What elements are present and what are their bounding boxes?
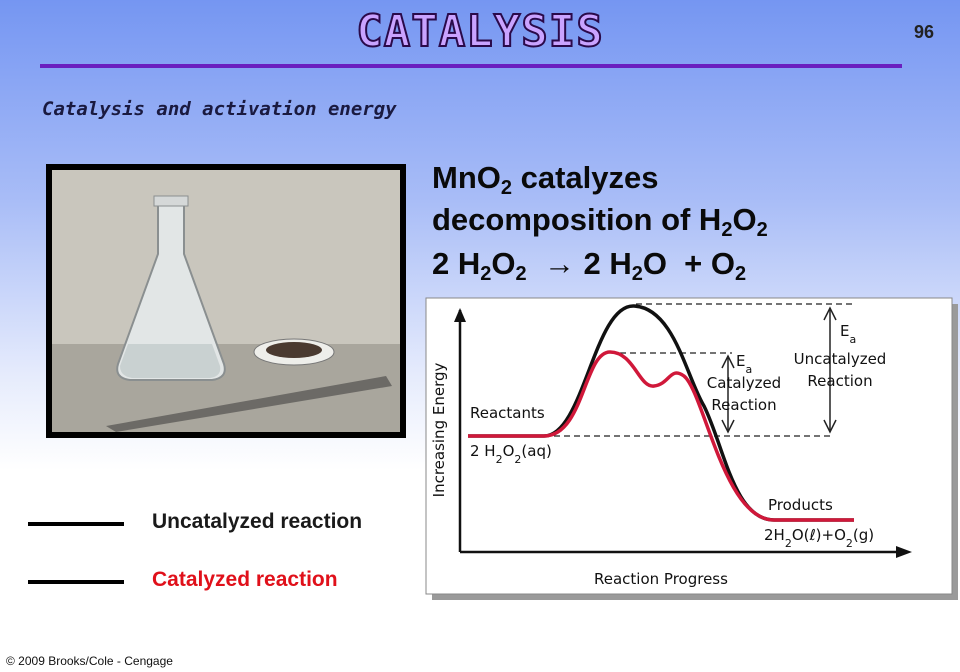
text-run: decomposition of H [432,202,722,237]
subscript: 2 [721,219,733,241]
products-label: Products [768,496,833,514]
text-run: O(ℓ)+O [792,526,846,544]
ea-catalyzed: Ea [736,352,752,376]
text-run: → 2 H [526,246,632,281]
subscript: a [849,333,856,346]
subscript: 2 [480,263,492,285]
text-run: 2 H [432,246,481,281]
y-axis-label: Increasing Energy [430,363,448,498]
text-run: 2 H [470,442,496,460]
uncatalyzed-label: Reaction [807,372,872,390]
text-run: catalyzes [512,160,659,195]
subscript: 2 [846,537,853,550]
text-run: O + O [642,246,736,281]
photo [46,164,406,438]
subscript: 2 [496,453,503,466]
heading-line: 2 H2O2 → 2 H2O + O2 [432,246,747,285]
title-rule [40,64,902,68]
text-run: O [491,246,516,281]
text-run: E [840,322,849,340]
subscript: a [745,363,752,376]
subscript: 2 [515,263,527,285]
text-run: E [736,352,745,370]
x-axis-label: Reaction Progress [594,570,728,588]
uncatalyzed-label: Uncatalyzed [794,350,887,368]
text-run: MnO [432,160,501,195]
products-formula: 2H2O(ℓ)+O2(g) [764,526,874,550]
legend-line [28,522,124,526]
reactants-formula: 2 H2O2(aq) [470,442,552,466]
subscript: 2 [500,177,512,199]
catalyzed-label: Catalyzed [707,374,781,392]
text-run: (aq) [521,442,551,460]
text-run: O [732,202,757,237]
heading-line: MnO2 catalyzes [432,160,659,199]
subscript: 2 [735,263,747,285]
subtitle: Catalysis and activation energy [42,98,397,120]
footer: © 2009 Brooks/Cole - Cengage [6,654,173,668]
subscript: 2 [756,219,768,241]
legend-label: Catalyzed reaction [152,568,338,591]
heading-line: decomposition of H2O2 [432,202,768,241]
reactants-label: Reactants [470,404,545,422]
text-run: (g) [853,526,874,544]
subscript: 2 [514,453,521,466]
slide-number: 96 [913,22,934,42]
text-run: 2H [764,526,785,544]
catalyzed-label: Reaction [711,396,776,414]
text-run: O [503,442,515,460]
legend-label: Uncatalyzed reaction [152,510,363,533]
ea-uncatalyzed: Ea [840,322,856,346]
subscript: 2 [785,537,792,550]
energy-diagram: Increasing Energy Reaction Progress Reac… [425,297,958,600]
subscript: 2 [631,263,643,285]
legend-line [28,580,124,584]
title: CATALYSIS [355,5,604,58]
